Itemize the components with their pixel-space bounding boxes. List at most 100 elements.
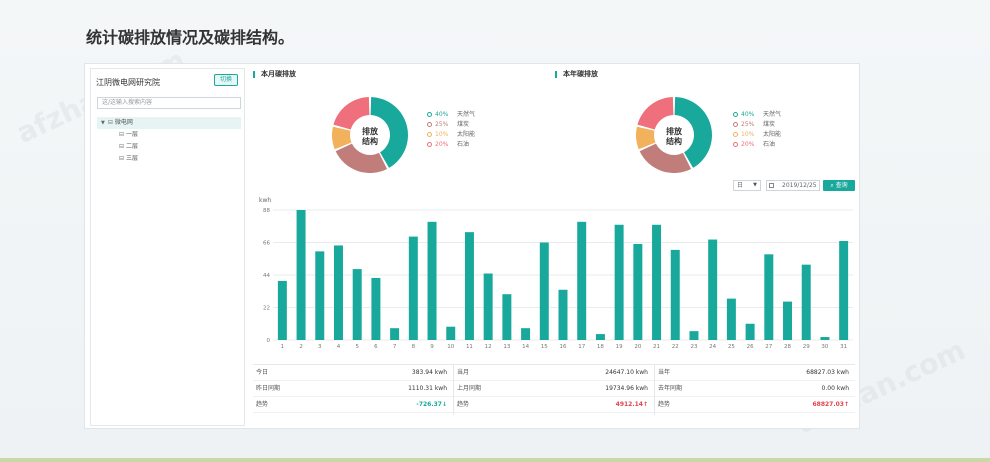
x-tick-label: 12: [485, 344, 492, 350]
bar[interactable]: [801, 264, 811, 340]
stat-label: 趋势: [658, 401, 671, 408]
bar[interactable]: [483, 273, 493, 340]
stat-value: 0.00 kwh: [821, 385, 849, 392]
bar[interactable]: [390, 328, 400, 340]
bar[interactable]: [577, 221, 587, 340]
y-tick-label: 0: [267, 338, 271, 344]
bar[interactable]: [595, 334, 605, 340]
legend-dot-icon: [733, 112, 738, 117]
x-tick-label: 9: [430, 344, 434, 350]
date-input[interactable]: 2019/12/25: [766, 180, 820, 191]
folder-icon: ⊟: [107, 119, 113, 126]
bar[interactable]: [633, 243, 643, 340]
legend-percent: 40%: [435, 111, 449, 118]
bar[interactable]: [315, 251, 325, 340]
donut-slice-2: [332, 126, 352, 150]
bar[interactable]: [277, 280, 287, 340]
bar[interactable]: [333, 245, 343, 340]
y-tick-label: 88: [263, 208, 270, 214]
tree-node-child[interactable]: ⊟ 一层: [119, 131, 139, 138]
legend-label: 太阳能: [763, 131, 782, 138]
bar[interactable]: [371, 277, 381, 340]
legend-item[interactable]: 10% 太阳能: [427, 130, 475, 140]
stat-value: 68827.03 kwh: [806, 369, 849, 376]
bar[interactable]: [652, 224, 662, 340]
legend-label: 煤炭: [763, 121, 776, 128]
bar[interactable]: [446, 326, 456, 340]
legend-item[interactable]: 25% 煤炭: [733, 120, 781, 130]
bar[interactable]: [464, 232, 474, 340]
stat-value: -726.37↓: [416, 401, 447, 408]
x-tick-label: 7: [393, 344, 397, 350]
x-tick-label: 22: [672, 344, 679, 350]
stat-value: 1110.31 kwh: [408, 385, 447, 392]
stat-value: 19734.96 kwh: [605, 385, 648, 392]
stats-row: 去年同期 0.00 kwh: [655, 381, 855, 397]
switch-button[interactable]: 切换: [214, 74, 238, 86]
y-axis-label: kwh: [259, 197, 271, 204]
search-icon: ⌕: [830, 182, 834, 189]
legend-item[interactable]: 20% 石油: [733, 140, 781, 150]
stat-label: 去年同期: [658, 385, 683, 392]
x-tick-label: 29: [803, 344, 810, 350]
x-tick-label: 27: [765, 344, 772, 350]
caret-down-icon[interactable]: ▼: [101, 120, 105, 126]
period-select[interactable]: 日 ▼: [733, 180, 761, 191]
bar[interactable]: [408, 236, 418, 340]
bar[interactable]: [502, 294, 512, 340]
bar[interactable]: [539, 242, 549, 341]
bar[interactable]: [839, 241, 849, 340]
bar[interactable]: [521, 328, 531, 340]
legend-dot-icon: [427, 132, 432, 137]
search-input[interactable]: 这/这输入搜索内容: [97, 97, 241, 109]
stats-table: 今日 383.94 kwh 昨日同期 1110.31 kwh 趋势 -726.37↓ 当月 2…: [253, 364, 855, 415]
query-button[interactable]: ⌕ 查询: [823, 180, 855, 191]
stat-value: 24647.10 kwh: [605, 369, 648, 376]
x-tick-label: 11: [466, 344, 473, 350]
legend-label: 天然气: [763, 111, 782, 118]
x-tick-label: 18: [597, 344, 604, 350]
legend-item[interactable]: 25% 煤炭: [427, 120, 475, 130]
donut-slice-3: [637, 97, 674, 130]
x-tick-label: 20: [634, 344, 641, 350]
bar[interactable]: [427, 221, 437, 340]
stat-value: 4912.14↑: [615, 401, 648, 408]
legend-item[interactable]: 10% 太阳能: [733, 130, 781, 140]
tree-node-child[interactable]: ⊟ 三层: [119, 155, 139, 162]
donut-slice-3: [333, 97, 370, 130]
tree-node-child[interactable]: ⊟ 二层: [119, 143, 139, 150]
stats-row: 上月同期 19734.96 kwh: [454, 381, 654, 397]
bar[interactable]: [352, 269, 362, 340]
stat-value: 68827.03↑: [812, 401, 849, 408]
x-tick-label: 6: [374, 344, 378, 350]
bar[interactable]: [745, 323, 755, 340]
sidebar: 江阴微电网研究院 切换 这/这输入搜索内容 ▼ ⊟ 微电网 ⊟ 一层 ⊟ 二层 ⊟ 三层: [90, 68, 245, 426]
column-divider: [654, 365, 655, 415]
stats-column: 当年 68827.03 kwh 去年同期 0.00 kwh 趋势 68827.03↑: [655, 365, 855, 415]
tree-node-root[interactable]: ▼ ⊟ 微电网: [97, 117, 241, 129]
stats-row: 昨日同期 1110.31 kwh: [253, 381, 453, 397]
stats-row: 今日 383.94 kwh: [253, 365, 453, 381]
legend-item[interactable]: 40% 天然气: [427, 110, 475, 120]
x-tick-label: 30: [821, 344, 828, 350]
bar[interactable]: [558, 289, 568, 340]
bar[interactable]: [820, 337, 830, 340]
bar[interactable]: [689, 331, 699, 340]
legend-item[interactable]: 40% 天然气: [733, 110, 781, 120]
x-tick-label: 5: [355, 344, 359, 350]
bar[interactable]: [708, 239, 718, 340]
main-panel: 江阴微电网研究院 切换 这/这输入搜索内容 ▼ ⊟ 微电网 ⊟ 一层 ⊟ 二层 ⊟ 三层 …: [84, 63, 860, 429]
bar[interactable]: [726, 298, 736, 340]
donut-slice-2: [636, 126, 656, 150]
legend-item[interactable]: 20% 石油: [427, 140, 475, 150]
legend-percent: 10%: [435, 131, 449, 138]
bar[interactable]: [296, 210, 306, 340]
legend-dot-icon: [427, 122, 432, 127]
bar[interactable]: [783, 301, 793, 340]
bar[interactable]: [670, 249, 680, 340]
legend-percent: 20%: [741, 141, 755, 148]
legend-percent: 25%: [741, 121, 755, 128]
stats-row: 当月 24647.10 kwh: [454, 365, 654, 381]
bar[interactable]: [764, 254, 774, 340]
bar[interactable]: [614, 224, 624, 340]
